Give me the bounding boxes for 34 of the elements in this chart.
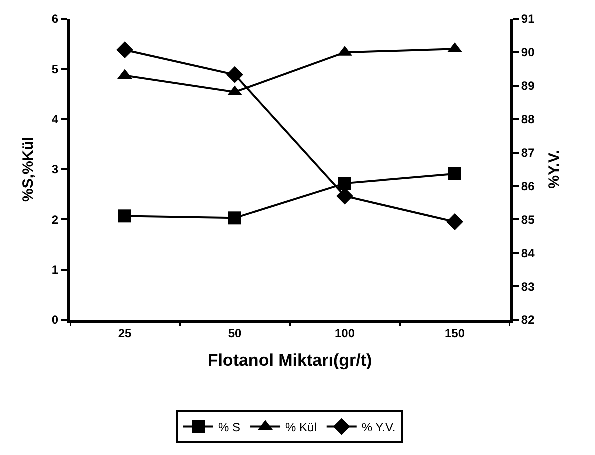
x-tick-label: 150	[444, 326, 466, 340]
x-tick-label: 25	[118, 326, 132, 340]
y2-tick-label: 85	[521, 212, 536, 227]
y2-tick-label: 91	[521, 12, 536, 26]
y2-tick-label: 87	[521, 146, 536, 160]
y2-tick-label: 84	[521, 246, 536, 260]
y2-tick-label: 83	[521, 280, 536, 294]
legend-label: % Y.V.	[362, 420, 396, 434]
y-tick-label: 4	[52, 112, 59, 127]
point	[226, 66, 244, 84]
y2-axis-title: %Y.V.	[546, 150, 564, 189]
x-tick-label: 50	[228, 326, 242, 340]
legend-label: % S	[218, 420, 241, 434]
y2-tick-label: 86	[521, 179, 536, 194]
y-tick-label: 3	[52, 162, 59, 177]
point	[116, 42, 134, 59]
y-tick-label: 0	[52, 313, 59, 328]
point	[338, 177, 352, 190]
y-axis-title: %S,%Kül	[20, 136, 38, 202]
y-tick-label: 6	[52, 12, 59, 26]
legend-label: % Kül	[286, 420, 317, 434]
point	[118, 210, 132, 223]
point	[446, 214, 464, 230]
point	[448, 168, 462, 181]
y-tick-label: 1	[52, 263, 59, 278]
y-tick-label: 2	[52, 212, 59, 227]
x-axis-title: Flotanol Miktarı(gr/t)	[208, 350, 372, 370]
point	[228, 212, 242, 225]
y2-tick-label: 82	[521, 313, 536, 328]
y2-tick-label: 89	[521, 79, 536, 94]
x-tick-label: 100	[334, 326, 356, 340]
y-tick-label: 5	[52, 62, 59, 76]
y2-tick-label: 90	[521, 46, 536, 60]
y2-tick-label: 88	[521, 112, 536, 127]
